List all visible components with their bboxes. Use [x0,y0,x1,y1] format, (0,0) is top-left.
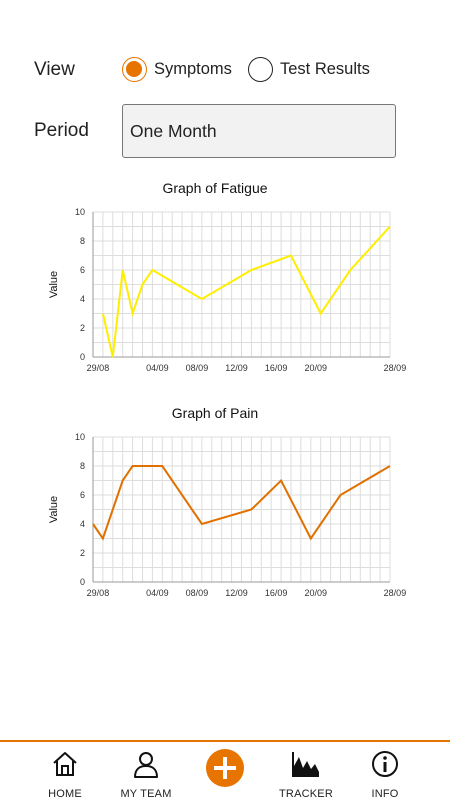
period-label: Period [34,120,89,141]
x-tick-label: 28/09 [384,588,407,598]
y-tick-label: 8 [80,236,85,246]
y-tick-label: 10 [75,207,85,217]
x-tick-label: 04/09 [146,363,169,373]
nav-my-team-label: MY TEAM [120,788,172,800]
period-select[interactable]: One Month [122,104,396,158]
y-tick-label: 6 [80,490,85,500]
nav-info-label: INFO [371,788,399,800]
x-tick-label: 08/09 [186,363,209,373]
y-tick-label: 0 [80,577,85,587]
y-tick-label: 6 [80,265,85,275]
radio-test-results-label: Test Results [280,60,370,78]
fatigue-chart: Graph of Fatigue 0 2 4 6 8 10 29/08 04/09 08/09 1… [0,178,450,388]
radio-symptoms-indicator[interactable] [122,57,147,82]
nav-my-team[interactable]: MY TEAM [116,742,176,800]
nav-tracker[interactable]: TRACKER [279,742,333,800]
fatigue-chart-title: Graph of Fatigue [162,180,268,196]
x-tick-label: 12/09 [225,363,248,373]
x-tick-label: 16/09 [265,588,288,598]
radio-test-results-indicator[interactable] [248,57,273,82]
view-label: View [34,59,75,80]
home-icon [53,752,77,776]
y-tick-label: 4 [80,519,85,529]
bottom-nav: HOME MY TEAM TRACKER INFO [0,740,450,800]
radio-symptoms[interactable]: Symptoms [122,57,232,82]
fatigue-chart-svg: 0 2 4 6 8 10 29/08 04/09 08/09 12/09 16/09 20/09 28/… [48,207,407,373]
y-tick-label: 2 [80,323,85,333]
y-axis-label: Value [48,271,60,298]
y-tick-label: 0 [80,352,85,362]
x-tick-label: 12/09 [225,588,248,598]
x-tick-label: 08/09 [186,588,209,598]
chart-icon [292,752,319,777]
y-tick-label: 4 [80,294,85,304]
pain-chart-svg: 0 2 4 6 8 10 29/08 04/09 08/09 12/09 16/09 20/09 28/… [48,432,407,598]
person-icon [134,752,158,778]
nav-tracker-label: TRACKER [279,788,333,800]
x-tick-label: 20/09 [304,588,327,598]
radio-symptoms-label: Symptoms [154,60,232,78]
x-tick-label: 04/09 [146,588,169,598]
pain-chart: Graph of Pain 0 2 4 6 8 10 29/08 04/09 08/09 12/0… [0,403,450,613]
nav-add[interactable] [205,742,245,800]
info-icon [372,751,398,777]
x-tick-label: 29/08 [87,588,110,598]
pain-chart-title: Graph of Pain [171,405,259,421]
nav-home[interactable]: HOME [40,742,90,800]
x-tick-label: 28/09 [384,363,407,373]
y-tick-label: 10 [75,432,85,442]
y-tick-label: 8 [80,461,85,471]
nav-home-label: HOME [48,788,82,800]
x-tick-label: 29/08 [87,363,110,373]
x-tick-label: 16/09 [265,363,288,373]
nav-info[interactable]: INFO [360,742,410,800]
y-axis-label: Value [48,496,60,523]
radio-test-results[interactable]: Test Results [248,57,370,82]
series-line [101,225,391,358]
x-tick-label: 20/09 [304,363,327,373]
y-tick-label: 2 [80,548,85,558]
add-icon [206,749,244,787]
